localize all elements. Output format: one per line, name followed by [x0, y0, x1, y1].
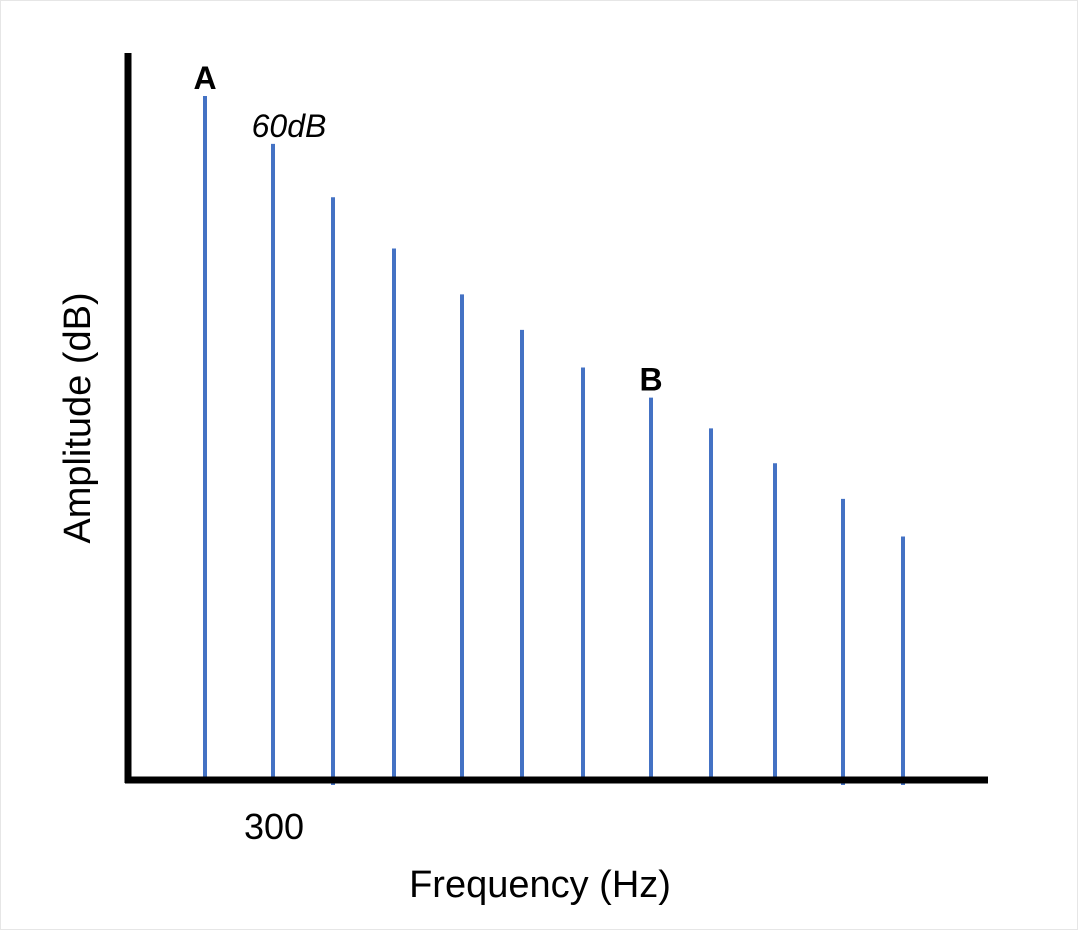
value-label-60db: 60dB	[252, 108, 327, 144]
point-label-a: A	[193, 60, 216, 96]
x-axis-title: Frequency (Hz)	[409, 864, 671, 906]
y-axis-title: Amplitude (dB)	[57, 292, 99, 543]
point-label-b: B	[639, 362, 662, 398]
spectrum-lines	[203, 96, 905, 785]
x-tick-label-300: 300	[244, 806, 304, 847]
